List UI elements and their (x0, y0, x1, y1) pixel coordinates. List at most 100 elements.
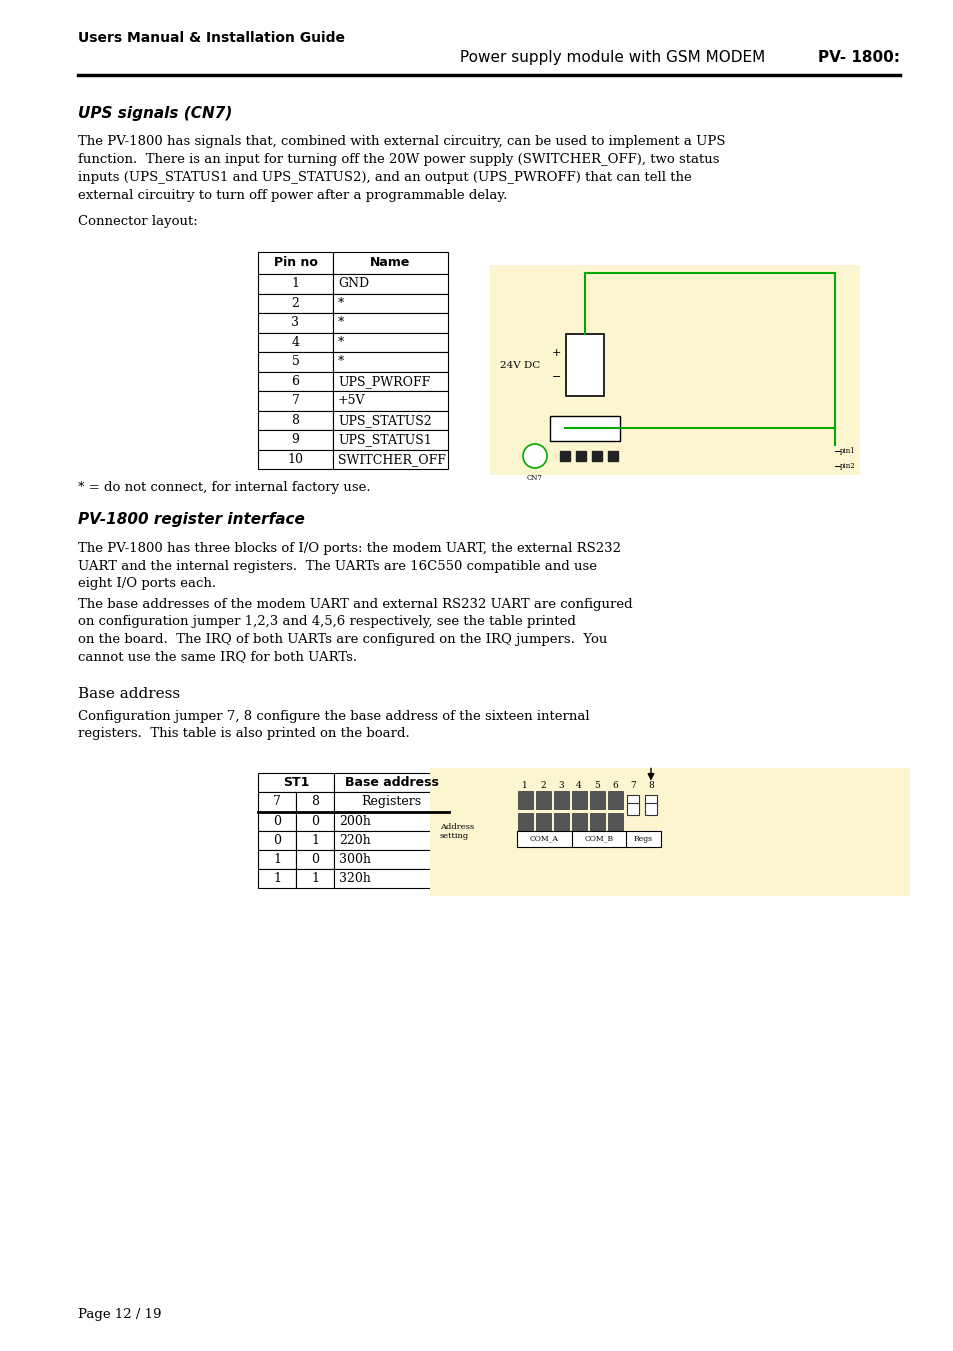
Text: 7: 7 (292, 394, 299, 407)
Bar (571, 812, 586, 831)
Bar (589, 790, 604, 808)
Bar (490, 265, 859, 476)
Bar (535, 812, 550, 831)
Text: on configuration jumper 1,2,3 and 4,5,6 respectively, see the table printed: on configuration jumper 1,2,3 and 4,5,6 … (78, 615, 576, 628)
Text: 2: 2 (292, 297, 299, 309)
Text: COM_A: COM_A (530, 835, 558, 843)
Bar (295, 850, 334, 869)
Text: Page 12 / 19: Page 12 / 19 (78, 1308, 161, 1321)
Bar (257, 773, 334, 792)
Bar (295, 812, 334, 831)
Text: Users Manual & Installation Guide: Users Manual & Installation Guide (78, 31, 345, 45)
Text: Registers: Registers (361, 796, 421, 808)
Text: *: * (337, 355, 344, 369)
Text: The base addresses of the modem UART and external RS232 UART are configured: The base addresses of the modem UART and… (78, 597, 632, 611)
Bar (334, 773, 449, 792)
Bar (626, 794, 639, 807)
Bar (333, 411, 448, 430)
Bar (257, 450, 333, 469)
Text: *: * (337, 297, 344, 309)
Bar (607, 812, 622, 831)
Text: +5V: +5V (337, 394, 365, 407)
Bar (257, 850, 295, 869)
Text: 8: 8 (647, 781, 653, 790)
Text: 3: 3 (558, 781, 563, 790)
Text: 0: 0 (273, 815, 281, 828)
Bar (257, 792, 295, 812)
Text: 8: 8 (292, 413, 299, 427)
Bar (333, 353, 448, 372)
Text: Pin no: Pin no (274, 257, 317, 269)
Text: on the board.  The IRQ of both UARTs are configured on the IRQ jumpers.  You: on the board. The IRQ of both UARTs are … (78, 632, 607, 646)
Bar (333, 253, 448, 274)
Text: UPS_STATUS1: UPS_STATUS1 (337, 434, 432, 446)
Text: *: * (337, 336, 344, 349)
Text: CN7: CN7 (526, 474, 542, 482)
Text: 1: 1 (273, 871, 281, 885)
Bar (257, 869, 295, 888)
Bar (333, 390, 448, 411)
Text: Regs: Regs (634, 835, 652, 843)
Bar (559, 451, 569, 461)
Bar (565, 334, 603, 396)
Text: inputs (UPS_STATUS1 and UPS_STATUS2), and an output (UPS_PWROFF) that can tell t: inputs (UPS_STATUS1 and UPS_STATUS2), an… (78, 172, 691, 184)
Bar (644, 794, 657, 807)
Bar (333, 332, 448, 353)
Bar (576, 451, 585, 461)
Text: eight I/O ports each.: eight I/O ports each. (78, 577, 216, 590)
Bar (333, 274, 448, 293)
Bar (295, 831, 334, 850)
Bar (517, 790, 532, 808)
Bar (257, 411, 333, 430)
Bar (553, 790, 568, 808)
Text: cannot use the same IRQ for both UARTs.: cannot use the same IRQ for both UARTs. (78, 650, 356, 663)
Bar (644, 802, 657, 815)
Text: 4: 4 (292, 336, 299, 349)
Text: +: + (551, 349, 560, 358)
Text: 3: 3 (292, 316, 299, 330)
Text: UART and the internal registers.  The UARTs are 16C550 compatible and use: UART and the internal registers. The UAR… (78, 559, 597, 573)
Text: 24V DC: 24V DC (499, 361, 539, 370)
Bar (257, 332, 333, 353)
Text: 10: 10 (287, 453, 303, 466)
Bar (257, 430, 333, 450)
Text: 300h: 300h (338, 852, 371, 866)
Text: Connector layout:: Connector layout: (78, 215, 197, 228)
Bar (257, 831, 295, 850)
Bar (607, 790, 622, 808)
Text: The PV-1800 has signals that, combined with external circuitry, can be used to i: The PV-1800 has signals that, combined w… (78, 135, 724, 149)
Text: GND: GND (337, 277, 369, 290)
Text: Base address: Base address (78, 686, 180, 701)
Text: 220h: 220h (338, 834, 371, 847)
Text: 7: 7 (630, 781, 636, 790)
Bar (334, 831, 449, 850)
Bar (334, 792, 449, 812)
Bar (592, 451, 601, 461)
Bar (257, 274, 333, 293)
Bar (430, 767, 909, 896)
Text: 200h: 200h (338, 815, 371, 828)
Text: UPS signals (CN7): UPS signals (CN7) (78, 105, 233, 122)
Text: 6: 6 (292, 374, 299, 388)
Text: external circuitry to turn off power after a programmable delay.: external circuitry to turn off power aft… (78, 189, 507, 203)
Bar (257, 293, 333, 313)
Text: 4: 4 (576, 781, 581, 790)
Bar (333, 293, 448, 313)
Text: 320h: 320h (338, 871, 371, 885)
Bar (626, 802, 639, 815)
Text: The PV-1800 has three blocks of I/O ports: the modem UART, the external RS232: The PV-1800 has three blocks of I/O port… (78, 542, 620, 555)
Text: COM_B: COM_B (584, 835, 613, 843)
Text: ST1: ST1 (282, 775, 309, 789)
Bar (333, 313, 448, 332)
Text: registers.  This table is also printed on the board.: registers. This table is also printed on… (78, 727, 410, 740)
Bar (589, 812, 604, 831)
Text: Name: Name (370, 257, 410, 269)
Text: PV-1800 register interface: PV-1800 register interface (78, 512, 305, 527)
Bar (295, 869, 334, 888)
Text: function.  There is an input for turning off the 20W power supply (SWITCHER_OFF): function. There is an input for turning … (78, 153, 719, 166)
Text: PV- 1800:: PV- 1800: (817, 50, 899, 65)
Text: UPS_PWROFF: UPS_PWROFF (337, 374, 430, 388)
Text: 1: 1 (292, 277, 299, 290)
Text: Power supply module with GSM MODEM: Power supply module with GSM MODEM (455, 50, 764, 65)
Text: Base address: Base address (344, 775, 438, 789)
